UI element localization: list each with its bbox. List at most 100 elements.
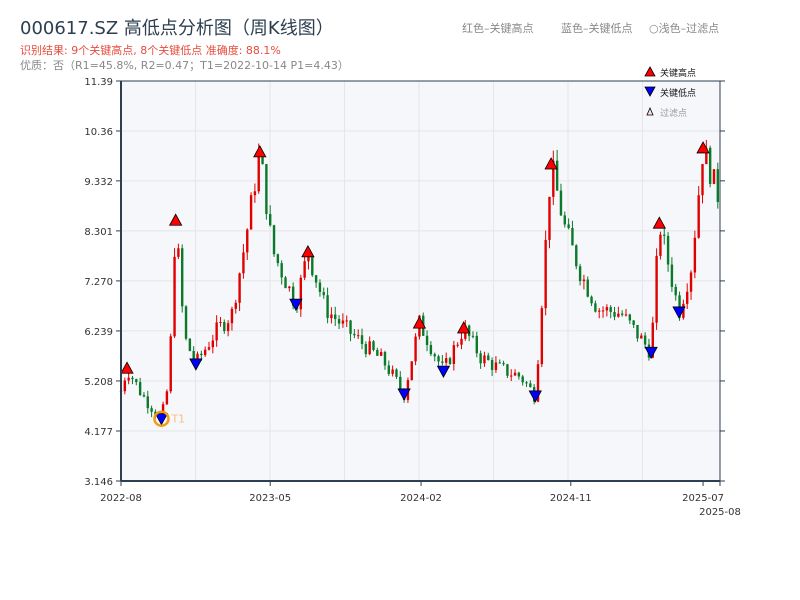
candle-body	[632, 320, 635, 325]
candle-body	[452, 345, 456, 365]
t1-label: T1	[170, 413, 185, 426]
x-tick-label: 2024-02	[400, 493, 442, 504]
candle-body	[238, 273, 241, 303]
candle-body	[356, 335, 360, 337]
y-tick-label: 6.239	[84, 327, 113, 338]
candle-body	[379, 352, 383, 356]
y-tick-label: 7.270	[84, 277, 113, 288]
key-low-marker	[397, 388, 411, 401]
candle-body	[372, 341, 375, 350]
key-low-marker	[436, 365, 451, 378]
candle-body	[269, 214, 272, 226]
candle-body	[188, 338, 192, 351]
candle-body	[433, 354, 436, 357]
candle-body	[540, 308, 544, 365]
y-tick-label: 3.146	[84, 477, 113, 488]
key-low-marker	[154, 413, 169, 426]
legend-high-icon	[644, 66, 656, 77]
candle-body	[353, 333, 356, 336]
candle-body	[643, 335, 647, 345]
candle-body	[448, 358, 452, 365]
candle-body	[544, 239, 547, 309]
candle-body	[184, 306, 188, 339]
candle-body	[494, 362, 498, 370]
candle-body	[303, 261, 306, 278]
candle-body	[521, 376, 524, 383]
candle-body	[444, 358, 448, 363]
candle-body	[552, 160, 555, 197]
candle-body	[169, 336, 172, 392]
candle-body	[177, 248, 180, 257]
candle-body	[383, 352, 387, 366]
candle-body	[590, 296, 593, 304]
candle-body	[345, 320, 348, 322]
candle-body	[659, 234, 662, 256]
candle-body	[536, 364, 540, 402]
candle-body	[651, 322, 654, 358]
candle-body	[410, 361, 413, 381]
candle-body	[578, 266, 582, 282]
candle-body	[697, 195, 700, 238]
y-tick-label: 5.208	[84, 377, 113, 388]
legend-light-text: ○浅色–过滤点	[649, 22, 720, 35]
candle-body	[471, 335, 475, 337]
candle-body	[291, 286, 295, 306]
candle-body	[211, 340, 215, 348]
candle-body	[594, 303, 597, 312]
key-low-marker	[644, 346, 658, 360]
candle-body	[586, 279, 589, 297]
candle-body	[138, 382, 142, 395]
candle-body	[349, 320, 352, 334]
candle-body	[716, 169, 720, 203]
candle-body	[666, 235, 670, 265]
candle-body	[506, 364, 509, 376]
candle-body	[617, 313, 620, 317]
candle-body	[368, 341, 371, 355]
legend: 关键高点 关键低点 过滤点	[644, 66, 696, 119]
candle-body	[395, 369, 398, 377]
key-high-marker	[457, 321, 471, 334]
candle-body	[131, 377, 134, 380]
key-high-marker	[544, 157, 558, 170]
quality-info: 优质：否（R1=45.8%, R2=0.47；T1=2022-10-14 P1=…	[20, 59, 349, 72]
y-tick-label: 11.39	[84, 77, 113, 88]
candle-body	[575, 245, 578, 267]
candle-body	[467, 325, 471, 336]
candle-body	[555, 160, 559, 191]
candle-body	[609, 307, 612, 312]
candle-body	[337, 319, 341, 324]
candle-body	[326, 295, 329, 319]
candle-body	[207, 347, 211, 350]
candle-body	[487, 355, 490, 360]
candle-body	[288, 286, 291, 289]
candle-body	[299, 277, 303, 310]
candle-body	[663, 234, 666, 236]
candle-body	[670, 264, 674, 287]
candle-body	[510, 375, 513, 377]
candle-body	[460, 338, 463, 345]
candle-body	[161, 404, 165, 414]
x-tick-label: 2023-05	[249, 493, 291, 504]
key-low-marker	[189, 358, 203, 371]
candle-body	[582, 279, 586, 282]
candle-body	[640, 335, 643, 339]
candle-body	[563, 215, 566, 225]
candle-body	[253, 191, 257, 196]
key-high-marker	[253, 145, 267, 158]
candle-body	[425, 335, 429, 346]
y-tick-label: 8.301	[84, 227, 113, 238]
legend-filtered-icon	[646, 106, 654, 116]
candle-body	[341, 320, 345, 324]
candle-body	[249, 195, 253, 230]
candle-body	[605, 307, 609, 311]
key-low-marker	[528, 390, 542, 403]
candle-body	[628, 314, 632, 321]
candle-body	[613, 311, 616, 317]
candle-body	[261, 153, 264, 165]
candle-body	[215, 322, 218, 341]
candle-body	[364, 343, 368, 355]
t1-marker	[153, 410, 170, 427]
candle-body	[548, 196, 551, 240]
candle-body	[150, 408, 153, 412]
candle-body	[146, 396, 149, 409]
